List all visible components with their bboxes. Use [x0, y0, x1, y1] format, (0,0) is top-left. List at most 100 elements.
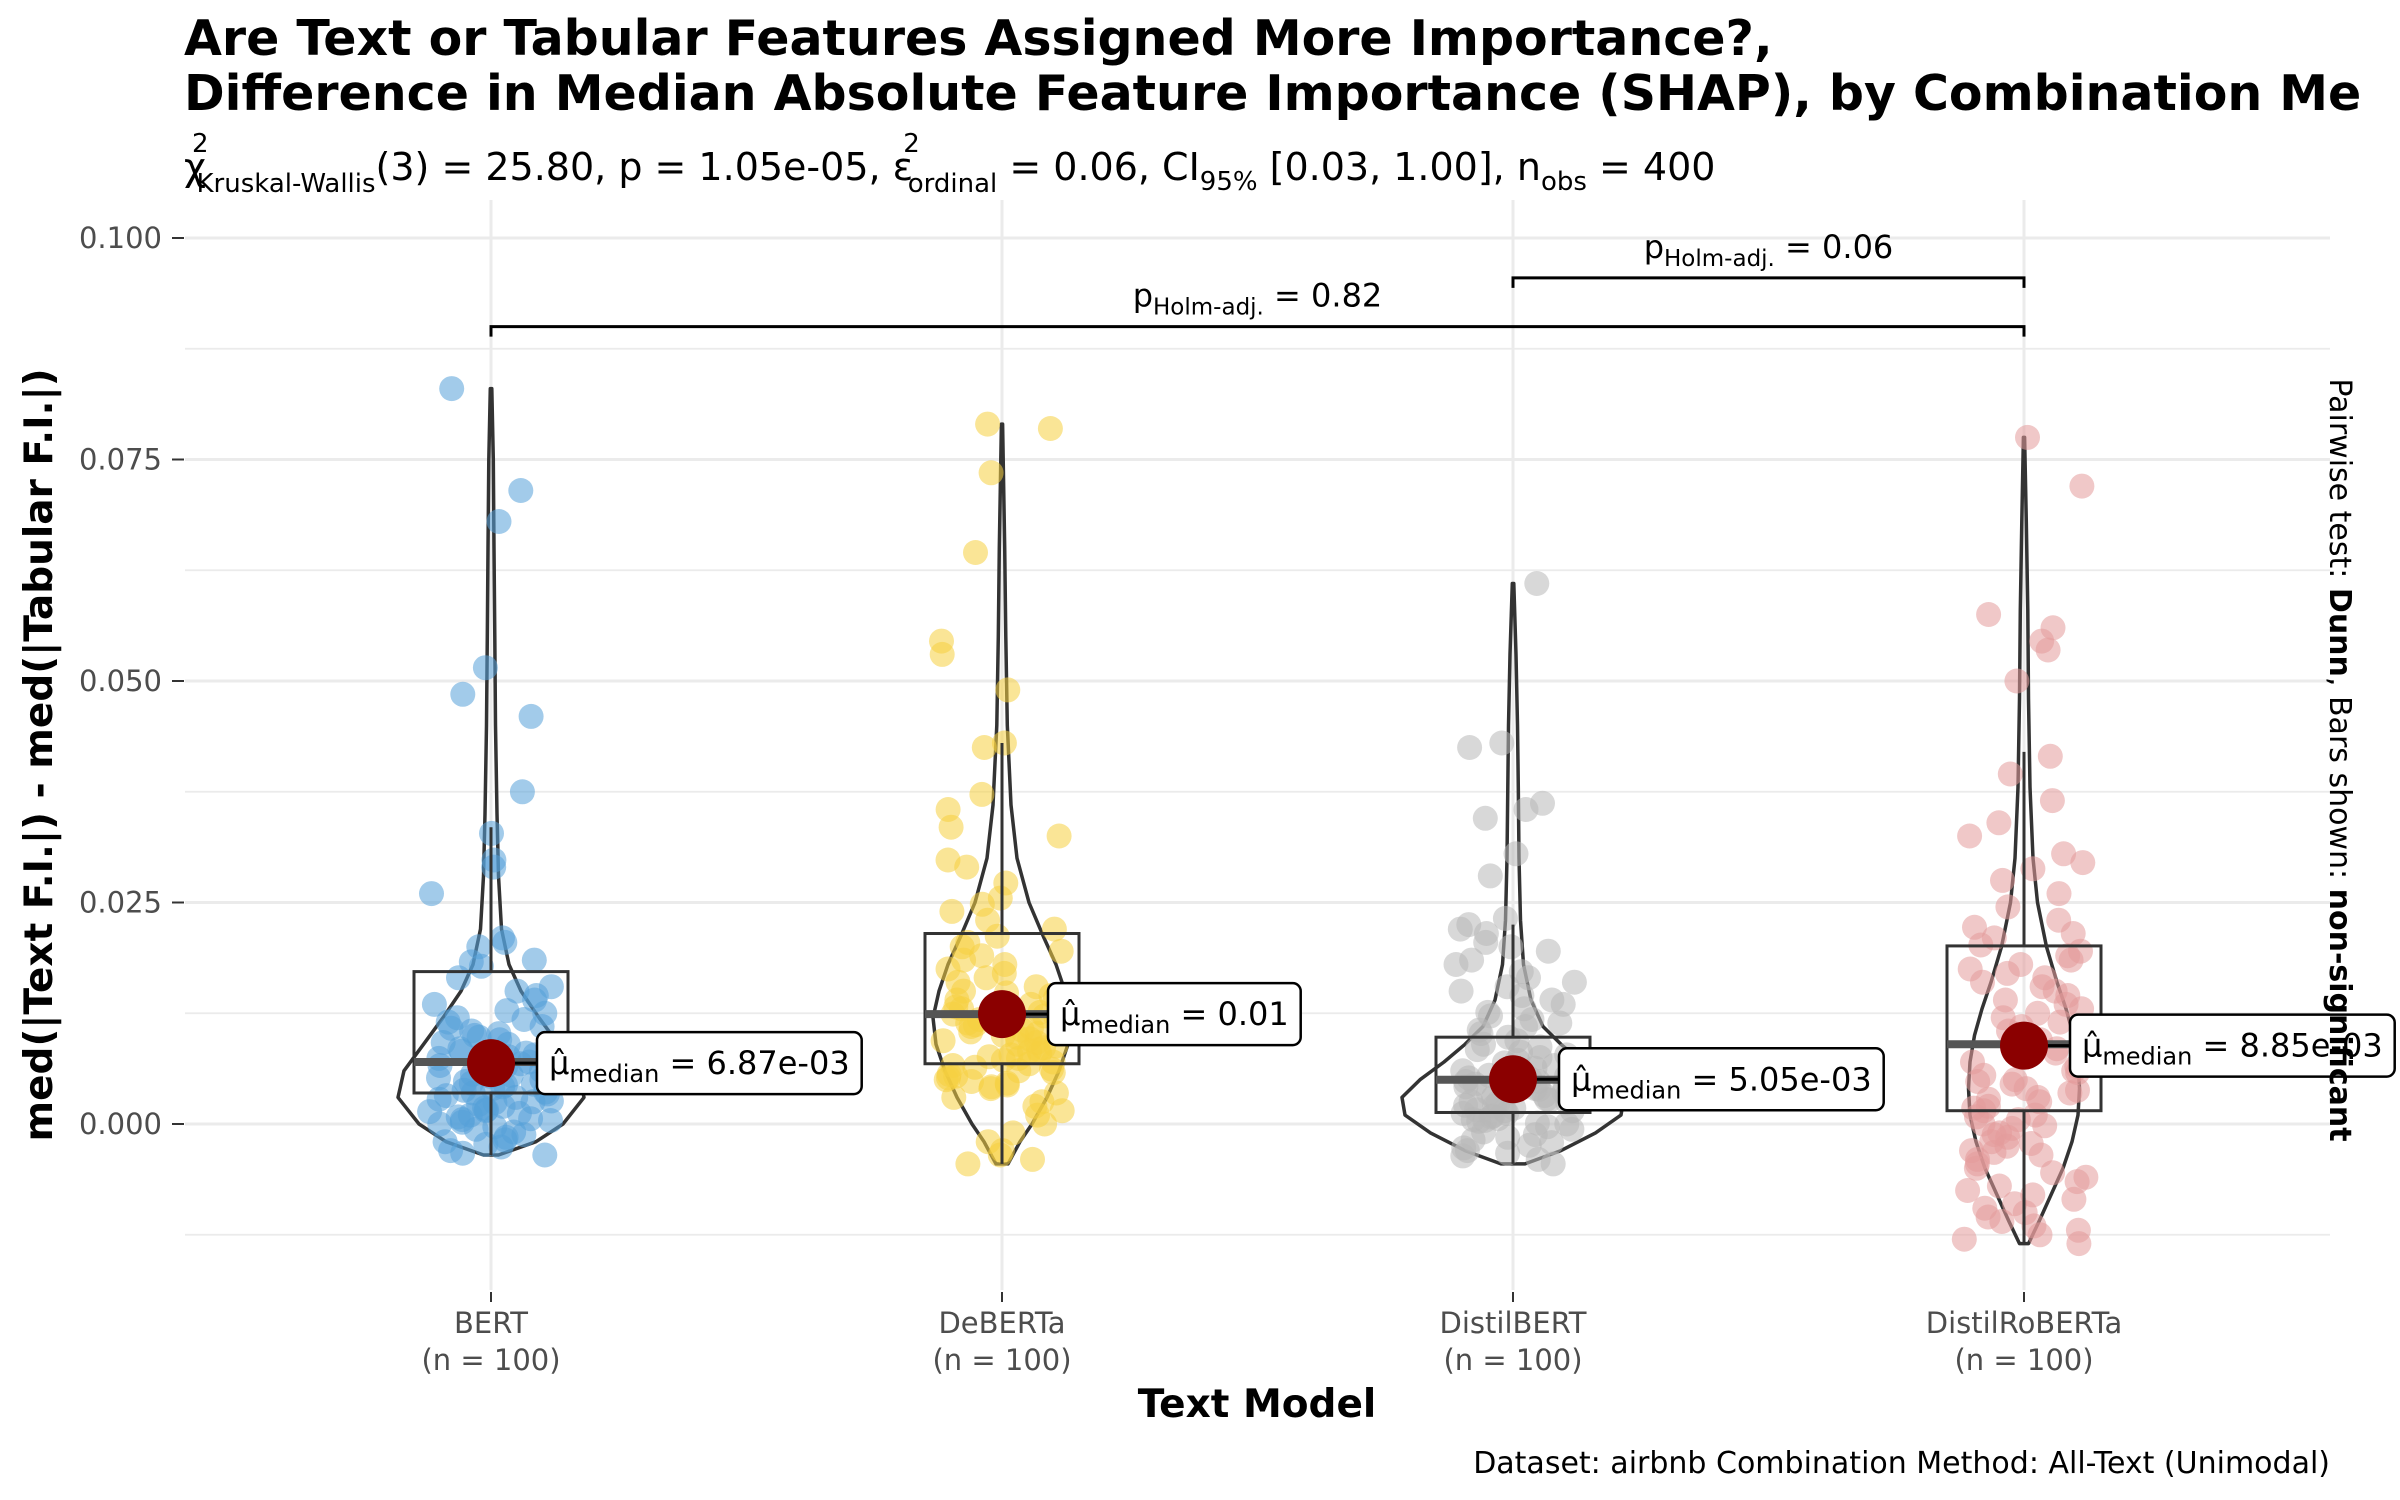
data-point: [2066, 1231, 2092, 1257]
data-point: [2061, 1186, 2087, 1212]
subtitle-chi-sub: Kruskal-Wallis: [197, 169, 376, 199]
data-point: [488, 1134, 514, 1160]
x-axis: BERT(n = 100)DeBERTa(n = 100)DistilBERT(…: [421, 1292, 2122, 1377]
data-point: [1535, 938, 1561, 964]
data-point: [978, 1076, 1004, 1102]
data-point: [2070, 850, 2096, 876]
median-point: [1489, 1055, 1537, 1104]
data-point: [975, 411, 1001, 437]
subtitle-eps-val: = 0.06, CI: [997, 145, 1200, 189]
y-axis: 0.000 0.025 0.050 0.075 0.100: [79, 221, 184, 1141]
data-point: [971, 735, 997, 760]
data-point: [1550, 991, 1576, 1017]
data-point: [2046, 881, 2072, 907]
median-point: [978, 990, 1026, 1039]
data-point: [439, 376, 465, 402]
x-tick-label: DistilBERT: [1440, 1306, 1587, 1340]
median-point: [2000, 1021, 2048, 1070]
data-point: [2058, 947, 2084, 973]
data-point: [958, 1019, 984, 1045]
data-point: [1986, 810, 2012, 836]
data-point: [518, 703, 544, 729]
x-tick-n-label: (n = 100): [1954, 1343, 2093, 1377]
median-label: μ̂median = 8.85e-03: [2082, 1027, 2383, 1071]
x-tick-label: DistilRoBERTa: [1926, 1306, 2123, 1340]
side-label-test: Dunn: [2322, 588, 2357, 677]
data-point: [1547, 1010, 1573, 1036]
data-point: [1472, 805, 1498, 831]
x-tick-label: BERT: [454, 1306, 528, 1340]
data-point: [1477, 863, 1503, 889]
data-point: [1048, 938, 1074, 964]
caption: Dataset: airbnb Combination Method: All-…: [1473, 1446, 2330, 1481]
data-point: [446, 965, 471, 991]
data-point: [1534, 1086, 1560, 1112]
data-point: [1976, 602, 2002, 627]
y-tick-label: 0.050: [79, 664, 162, 698]
x-tick-n-label: (n = 100): [1443, 1343, 1582, 1377]
side-label-bars: non-significant: [2322, 889, 2357, 1142]
data-point: [1955, 1178, 1981, 1203]
data-point: [1464, 1037, 1490, 1063]
data-point: [2065, 1077, 2090, 1103]
side-label-prefix: Pairwise test:: [2322, 378, 2357, 588]
chart-title-line1: Are Text or Tabular Features Assigned Mo…: [184, 10, 1773, 67]
data-point: [963, 540, 988, 565]
data-point: [449, 1107, 475, 1133]
data-point: [1997, 761, 2023, 787]
data-point: [520, 1089, 546, 1115]
data-point: [1513, 797, 1539, 822]
data-point: [472, 655, 498, 681]
subtitle-eps-sub: ordinal: [908, 169, 998, 199]
data-point: [2047, 1009, 2073, 1035]
data-point: [939, 898, 965, 924]
data-point: [1450, 1143, 1476, 1169]
data-point: [978, 460, 1004, 486]
data-point: [1040, 1060, 1066, 1086]
data-point: [1037, 416, 1063, 441]
data-point: [991, 730, 1017, 756]
data-point: [929, 641, 955, 667]
median-label-box: [535, 1030, 863, 1096]
data-point: [1981, 1122, 2007, 1148]
bracket-label: pHolm-adj. = 0.06: [1644, 228, 1894, 272]
data-point: [954, 854, 980, 880]
data-point: [984, 923, 1010, 949]
data-point: [1020, 1146, 1045, 1172]
data-point: [1046, 823, 1072, 849]
data-point: [2020, 856, 2046, 882]
data-point: [938, 814, 964, 840]
data-point: [2035, 637, 2061, 663]
data-point: [532, 1142, 558, 1168]
data-point: [1447, 916, 1473, 942]
data-point: [1994, 960, 2020, 986]
x-axis-title: Text Model: [1138, 1382, 1377, 1427]
data-point: [1473, 929, 1499, 955]
median-markers: μ̂median = 6.87e-03 μ̂median = 0.01 μ̂medi…: [467, 981, 2396, 1112]
subtitle-n-sub: obs: [1541, 167, 1587, 197]
x-tick-n-label: (n = 100): [421, 1343, 560, 1377]
data-point: [1957, 823, 1983, 849]
data-point: [2037, 743, 2063, 769]
data-point: [1472, 1108, 1498, 1133]
subtitle-chi: χ: [184, 145, 206, 189]
data-point: [1986, 1173, 2012, 1199]
data-point: [2039, 788, 2065, 814]
data-point: [973, 965, 999, 991]
data-point: [941, 1084, 967, 1110]
data-point: [1970, 969, 1995, 995]
significance-brackets: pHolm-adj. = 0.06 pHolm-adj. = 0.82: [489, 228, 2026, 337]
data-point: [421, 991, 447, 1017]
data-point: [959, 1069, 984, 1094]
data-point: [1503, 841, 1529, 867]
data-point: [538, 1108, 563, 1133]
data-point: [1495, 1140, 1521, 1166]
data-point: [481, 854, 507, 880]
violins: [396, 386, 2082, 1246]
side-label-middle: , Bars shown:: [2322, 677, 2357, 889]
x-tick-label: DeBERTa: [938, 1306, 1065, 1340]
data-point: [1443, 952, 1469, 977]
data-point: [1041, 916, 1067, 942]
data-point: [1964, 1104, 1989, 1130]
